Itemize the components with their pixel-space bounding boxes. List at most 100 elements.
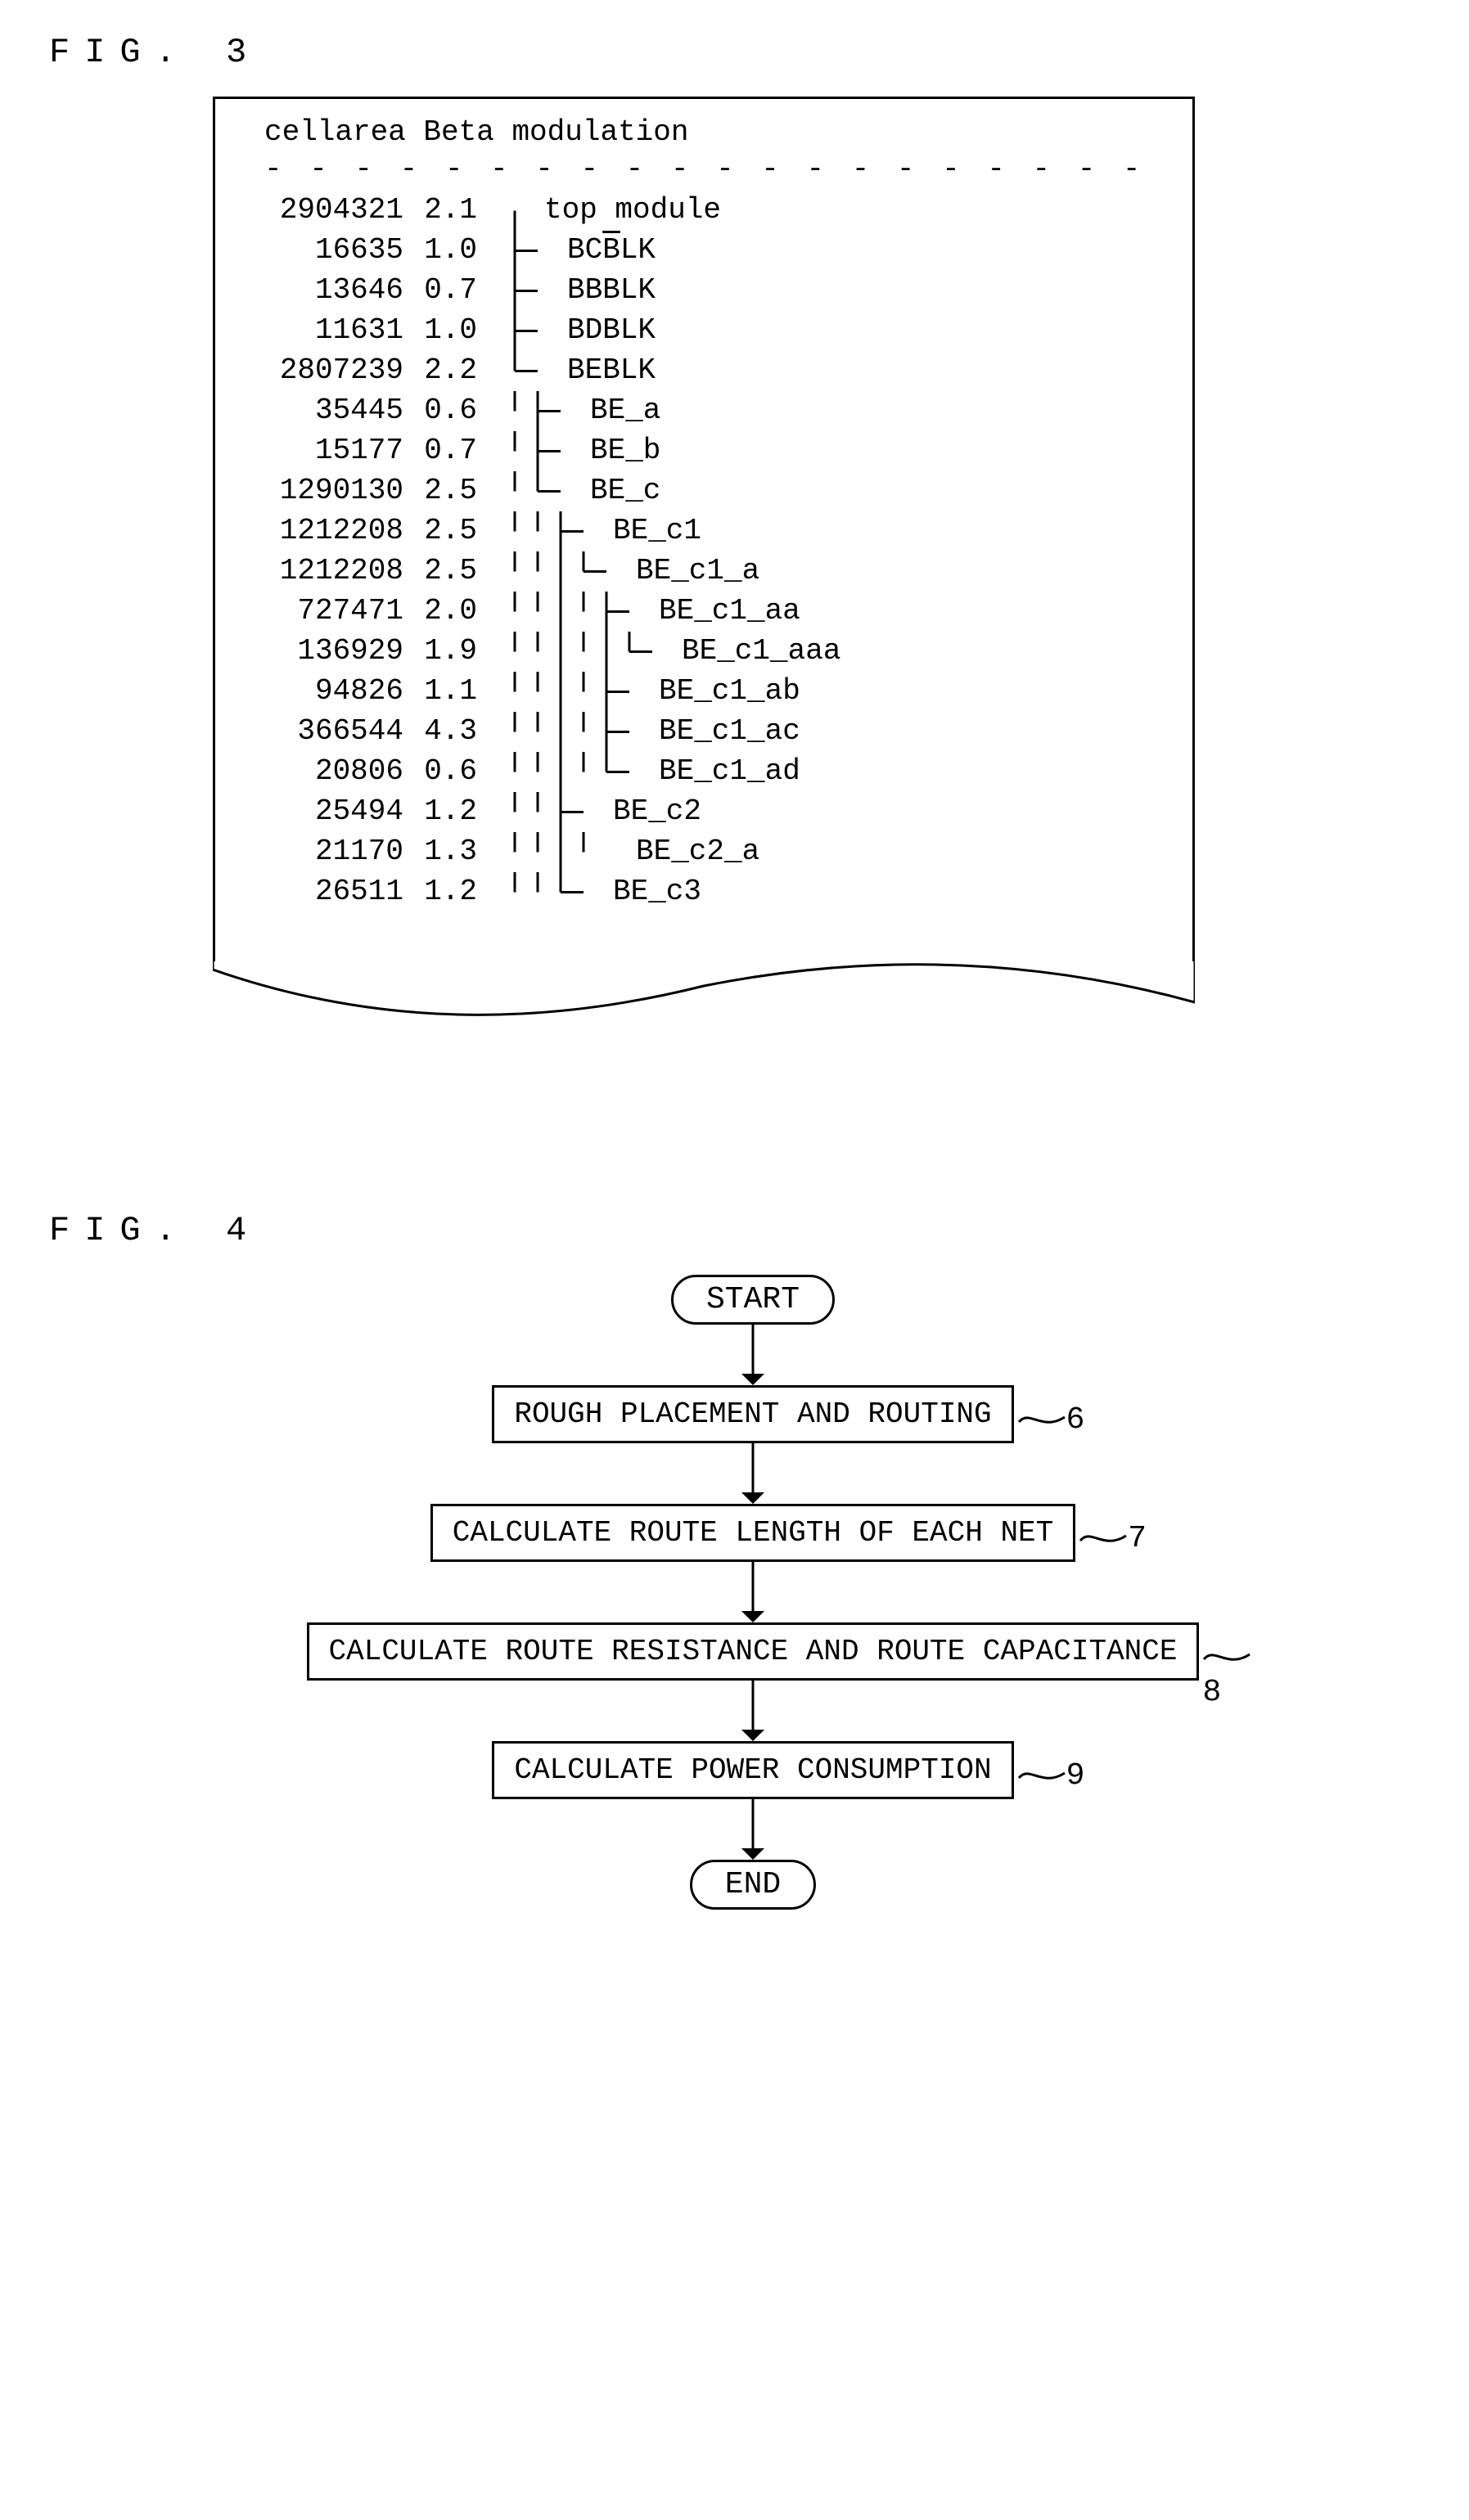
tree-lines xyxy=(510,632,678,672)
tree-lines xyxy=(510,712,656,752)
beta-value: 2.5 xyxy=(403,511,477,551)
module-name: BE_c1_ab xyxy=(659,672,800,712)
fig4-label: FIG. 4 xyxy=(49,1211,1420,1250)
cellarea-value: 15177 xyxy=(240,431,403,471)
step-number: 9 xyxy=(1017,1758,1085,1793)
hierarchy-row: 166351.0BCBLK xyxy=(240,231,1168,271)
hierarchy-row: 12122082.5BE_c1 xyxy=(240,511,1168,551)
torn-paper-edge xyxy=(213,961,1195,1027)
tree-lines xyxy=(510,271,564,311)
tree-lines xyxy=(510,672,656,712)
step-number: 8 xyxy=(1202,1640,1251,1710)
hierarchy-row: 12122082.5BE_c1_a xyxy=(240,551,1168,592)
step-number: 6 xyxy=(1017,1402,1085,1438)
process-box: CALCULATE ROUTE RESISTANCE AND ROUTE CAP… xyxy=(307,1622,1200,1681)
cellarea-value: 26511 xyxy=(240,872,403,912)
step-number: 7 xyxy=(1079,1521,1147,1556)
fig3-listing-box: cellarea Beta modulation - - - - - - - -… xyxy=(213,97,1195,961)
beta-value: 2.2 xyxy=(403,351,477,391)
cellarea-value: 136929 xyxy=(240,632,403,672)
tree-lines xyxy=(510,592,656,632)
module-name: BDBLK xyxy=(567,311,656,351)
step-number-value: 8 xyxy=(1202,1675,1221,1710)
cellarea-value: 1212208 xyxy=(240,511,403,551)
module-name: BE_b xyxy=(590,431,660,471)
cellarea-value: 13646 xyxy=(240,271,403,311)
hierarchy-row: 7274712.0BE_c1_aa xyxy=(240,592,1168,632)
module-name: BE_c2 xyxy=(613,792,701,832)
module-name: BE_a xyxy=(590,391,660,431)
beta-value: 0.6 xyxy=(403,391,477,431)
cellarea-value: 366544 xyxy=(240,712,403,752)
beta-value: 1.2 xyxy=(403,792,477,832)
cellarea-value: 94826 xyxy=(240,672,403,712)
module-name: BE_c1_ad xyxy=(659,752,800,792)
tree-lines xyxy=(510,752,656,792)
tree-lines xyxy=(510,551,633,592)
cellarea-value: 25494 xyxy=(240,792,403,832)
hierarchy-row: 208060.6 BE_c1_ad xyxy=(240,752,1168,792)
hierarchy-row: 948261.1 BE_c1_ab xyxy=(240,672,1168,712)
process-box: CALCULATE POWER CONSUMPTION xyxy=(492,1741,1013,1799)
cellarea-value: 16635 xyxy=(240,231,403,271)
cellarea-value: 1290130 xyxy=(240,471,403,511)
module-name: top module xyxy=(544,191,721,231)
fig3-container: cellarea Beta modulation - - - - - - - -… xyxy=(213,97,1195,1031)
beta-value: 4.3 xyxy=(403,712,477,752)
beta-value: 0.7 xyxy=(403,271,477,311)
beta-value: 0.7 xyxy=(403,431,477,471)
tree-lines xyxy=(510,191,541,231)
module-name: BE_c1_ac xyxy=(659,712,800,752)
beta-value: 1.0 xyxy=(403,311,477,351)
module-name: BBBLK xyxy=(567,271,656,311)
beta-value: 1.1 xyxy=(403,672,477,712)
beta-value: 0.6 xyxy=(403,752,477,792)
start-terminal: START xyxy=(671,1275,835,1325)
tree-lines xyxy=(510,471,587,511)
cellarea-value: 2807239 xyxy=(240,351,403,391)
hierarchy-row: 136460.7 BBBLK xyxy=(240,271,1168,311)
hierarchy-row: 28072392.2BEBLK xyxy=(240,351,1168,391)
fig4-container: FIG. 4 START ROUGH PLACEMENT AND ROUTING 6… xyxy=(49,1211,1420,1910)
module-name: BE_c3 xyxy=(613,872,701,912)
cellarea-value: 20806 xyxy=(240,752,403,792)
hierarchy-row: 211701.3BE_c2_a xyxy=(240,832,1168,872)
beta-value: 1.2 xyxy=(403,872,477,912)
beta-value: 1.3 xyxy=(403,832,477,872)
arrow-down-icon xyxy=(737,1325,769,1385)
process-box: ROUGH PLACEMENT AND ROUTING xyxy=(492,1385,1013,1443)
cellarea-value: 2904321 xyxy=(240,191,403,231)
tree-lines xyxy=(510,311,564,351)
tree-lines xyxy=(510,872,610,912)
beta-value: 2.1 xyxy=(403,191,477,231)
module-name: BE_c1_aaa xyxy=(682,632,840,672)
module-name: BE_c xyxy=(590,471,660,511)
process-box: CALCULATE ROUTE LENGTH OF EACH NET xyxy=(430,1504,1076,1562)
hierarchy-row: 29043212.1 top module xyxy=(240,191,1168,231)
connector-tilde xyxy=(1079,1526,1128,1546)
arrow-down-icon xyxy=(737,1681,769,1741)
tree-lines xyxy=(510,511,610,551)
flowchart: START ROUGH PLACEMENT AND ROUTING 6 CALCULA… xyxy=(262,1275,1244,1910)
tree-lines xyxy=(510,792,610,832)
arrow-down-icon xyxy=(737,1799,769,1860)
cellarea-value: 21170 xyxy=(240,832,403,872)
beta-value: 2.5 xyxy=(403,551,477,592)
fig3-label: FIG. 3 xyxy=(49,33,1420,72)
connector-tilde xyxy=(1202,1645,1251,1665)
connector-tilde xyxy=(1017,1407,1066,1428)
cellarea-value: 11631 xyxy=(240,311,403,351)
tree-lines xyxy=(510,391,587,431)
hierarchy-row: 3665444.3 BE_c1_ac xyxy=(240,712,1168,752)
beta-value: 2.5 xyxy=(403,471,477,511)
tree-lines xyxy=(510,231,564,271)
connector-tilde xyxy=(1017,1763,1066,1784)
tree-lines xyxy=(510,832,633,872)
beta-value: 1.0 xyxy=(403,231,477,271)
hierarchy-row: 116311.0 BDBLK xyxy=(240,311,1168,351)
module-name: BE_c1_aa xyxy=(659,592,800,632)
arrow-down-icon xyxy=(737,1562,769,1622)
beta-value: 2.0 xyxy=(403,592,477,632)
module-name: BE_c1_a xyxy=(636,551,759,592)
step-number-value: 6 xyxy=(1066,1402,1085,1438)
